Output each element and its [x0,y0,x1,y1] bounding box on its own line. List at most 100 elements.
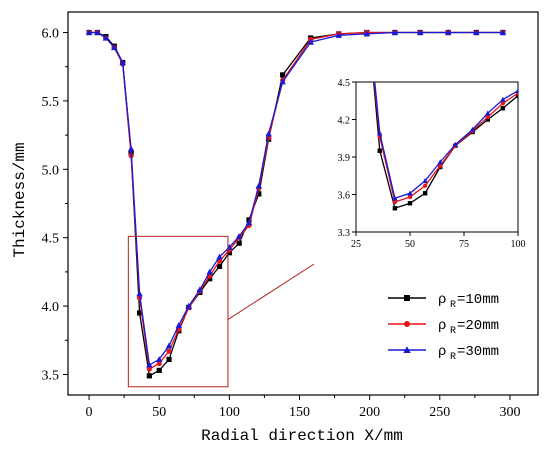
data-point [422,191,428,196]
data-point [256,191,262,197]
data-point [235,233,243,239]
data-point [422,183,428,188]
data-point [485,110,491,116]
data-point [500,96,506,102]
data-point [279,78,286,85]
data-point [515,93,518,98]
data-point [127,145,135,152]
data-point [500,101,506,106]
data-point [377,130,383,136]
data-point [102,34,110,41]
data-point [499,29,507,36]
data-point [175,321,183,328]
inset-y-tick-label: 3.9 [338,153,351,164]
y-tick-label: 4.5 [42,232,60,247]
legend-entry-1: ρ R =10mm [388,292,499,311]
zoom-connector [227,263,315,320]
inset-plot: 25 50 75 100 3.3 3.6 3.9 4.2 4.5 [338,0,550,250]
data-point [146,373,152,379]
data-point [156,367,162,373]
inset-y-tick-label: 3.3 [338,228,351,239]
data-point [196,286,204,293]
data-point [236,240,242,246]
data-point [377,148,382,153]
legend-entry-2: ρ R =20mm [388,318,499,337]
legend-symbol: ρ [438,292,446,308]
data-point [500,106,506,111]
inset-y-tick-label: 4.5 [338,78,351,89]
data-point [216,263,223,270]
data-point [485,114,490,120]
inset-x-tick-label: 75 [459,239,469,250]
x-tick-label: 250 [429,405,450,420]
legend-marker [403,346,411,353]
y-axis-label: Thickness/mm [11,142,29,257]
legend-subscript: R [450,300,456,311]
data-point [392,195,398,201]
data-point [146,361,153,368]
inset-frame [355,81,519,233]
data-point [546,64,550,68]
data-point [531,80,535,84]
data-point [365,2,369,6]
data-point [166,356,172,363]
legend-subscript: R [450,326,456,337]
data-point [407,194,413,200]
data-point [207,276,213,282]
data-point [485,117,490,122]
zoom-region-box [127,235,315,388]
inset-y-tick-label: 4.2 [338,116,351,127]
data-point [166,348,172,354]
data-point [530,78,536,83]
data-point [391,29,399,36]
data-point [245,219,253,226]
data-point [185,302,192,309]
zoom-rectangle [127,235,229,388]
data-point [165,342,173,349]
y-tick-label: 6.0 [42,27,60,42]
data-point [422,178,428,183]
inset-y-tick-label: 3.6 [338,191,351,202]
data-point [469,126,476,132]
data-point [206,268,213,275]
data-point [265,130,272,137]
y-tick-label: 5.0 [42,163,60,178]
x-tick-label: 100 [219,405,240,420]
data-point [438,163,443,168]
data-point [226,250,232,256]
data-point [531,85,535,89]
legend-symbol: ρ [438,318,446,334]
legend-label: =10mm [457,292,499,308]
x-tick-label: 50 [152,405,166,420]
data-point [363,30,371,37]
data-point [136,290,143,297]
data-point [335,32,343,38]
legend-entry-3: ρ R =30mm [388,344,499,363]
data-point [94,29,101,36]
data-point [156,360,162,367]
data-point [364,0,370,3]
data-point [85,29,93,36]
series-3 [364,0,536,201]
x-tick-label: 150 [289,405,310,420]
data-point [515,88,518,93]
data-point [146,366,152,372]
inset-x-tick-label: 50 [405,239,415,250]
legend-marker [404,321,410,327]
data-point [392,206,398,211]
legend-symbol: ρ [438,344,446,360]
legend-marker [404,295,410,301]
data-point [444,29,452,36]
x-tick-label: 200 [359,405,380,420]
x-tick-label: 300 [499,405,520,420]
main-plot-area: 0 50 100 150 200 250 300 3.5 4.0 4.5 5.0 5.5 6.0 [42,11,539,420]
data-point [407,201,413,206]
legend-subscript: R [450,352,456,363]
legend-label: =20mm [457,318,499,334]
x-tick-label: 0 [86,405,93,420]
data-point [307,38,314,45]
inset-x-tick-label: 100 [511,239,526,250]
data-point [407,190,413,196]
x-axis-label: Radial direction X/mm [201,427,403,445]
